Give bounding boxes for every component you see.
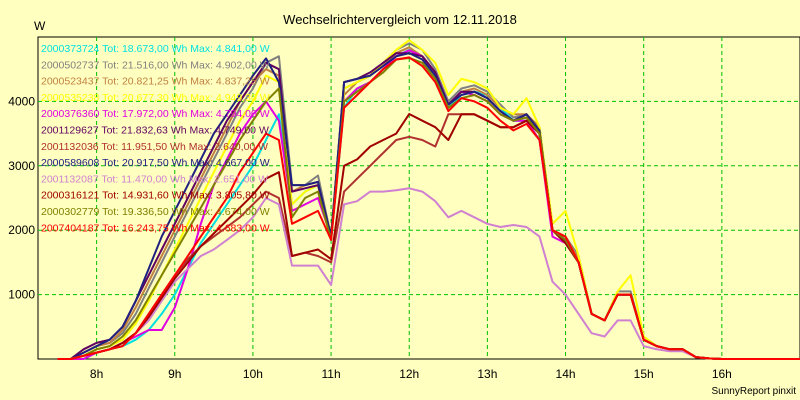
x-tick-label: 10h (243, 367, 263, 381)
legend: 2000373724 Tot: 18.673,00 Wh Max: 4.841,… (41, 43, 270, 234)
x-tick-label: 14h (556, 367, 576, 381)
x-tick-label: 9h (168, 367, 181, 381)
y-axis-unit-label: W (34, 19, 46, 33)
series-line-12 (57, 56, 800, 360)
footer-credit: SunnyReport pinxit (712, 386, 797, 397)
x-tick-label: 11h (322, 367, 341, 381)
y-tick-label: 2000 (8, 223, 35, 237)
series-line-9 (57, 187, 800, 360)
legend-entry-2: 2000502737 Tot: 21.516,00 Wh Max: 4.902,… (41, 59, 270, 71)
y-tick-label: 4000 (8, 94, 35, 108)
legend-entry-6: 2001129627 Tot: 21.832,63 Wh Max: 4.749,… (41, 125, 269, 137)
y-tick-label: 1000 (8, 288, 35, 302)
legend-entry-3: 2000523437 Tot: 20.821,25 Wh Max: 4.837,… (41, 76, 270, 88)
y-axis-ticks: 1000 2000 3000 4000 (8, 94, 35, 301)
x-tick-label: 13h (477, 367, 497, 381)
legend-entry-10: 2000316121 Tot: 14.931,60 Wh Max: 3.805,… (41, 190, 270, 202)
legend-entry-4: 2000535238 Tot: 20.677,30 Wh Max: 4.949,… (41, 92, 270, 104)
legend-entry-7: 2001132036 Tot: 11.951,50 Wh Max: 2.640,… (41, 141, 268, 153)
x-tick-label: 12h (399, 367, 419, 381)
legend-entry-9: 2001132087 Tot: 11.470,00 Wh Max: 2.651,… (41, 173, 268, 185)
y-tick-label: 3000 (8, 159, 35, 173)
chart-title: Wechselrichtervergleich vom 12.11.2018 (283, 12, 517, 27)
legend-entry-1: 2000373724 Tot: 18.673,00 Wh Max: 4.841,… (41, 43, 270, 55)
legend-entry-8: 2000589608 Tot: 20.917,50 Wh Max: 4.667,… (41, 157, 270, 169)
plot-area (37, 36, 800, 360)
x-tick-label: 8h (90, 367, 103, 381)
x-tick-label: 16h (712, 367, 732, 381)
x-axis-ticks: 8h 9h 10h 11h 12h 13h 14h 15h 16h (90, 367, 732, 381)
series-lines (57, 39, 800, 360)
legend-entry-11: 2000302779 Tot: 19.336,50 Wh Max: 4.674,… (41, 206, 270, 218)
legend-entry-12: 2007404187 Tot: 16.243,75 Wh Max: 4.683,… (41, 222, 270, 234)
legend-entry-5: 2000376360 Tot: 17.972,00 Wh Max: 4.794,… (41, 108, 270, 120)
x-tick-label: 15h (634, 367, 654, 381)
